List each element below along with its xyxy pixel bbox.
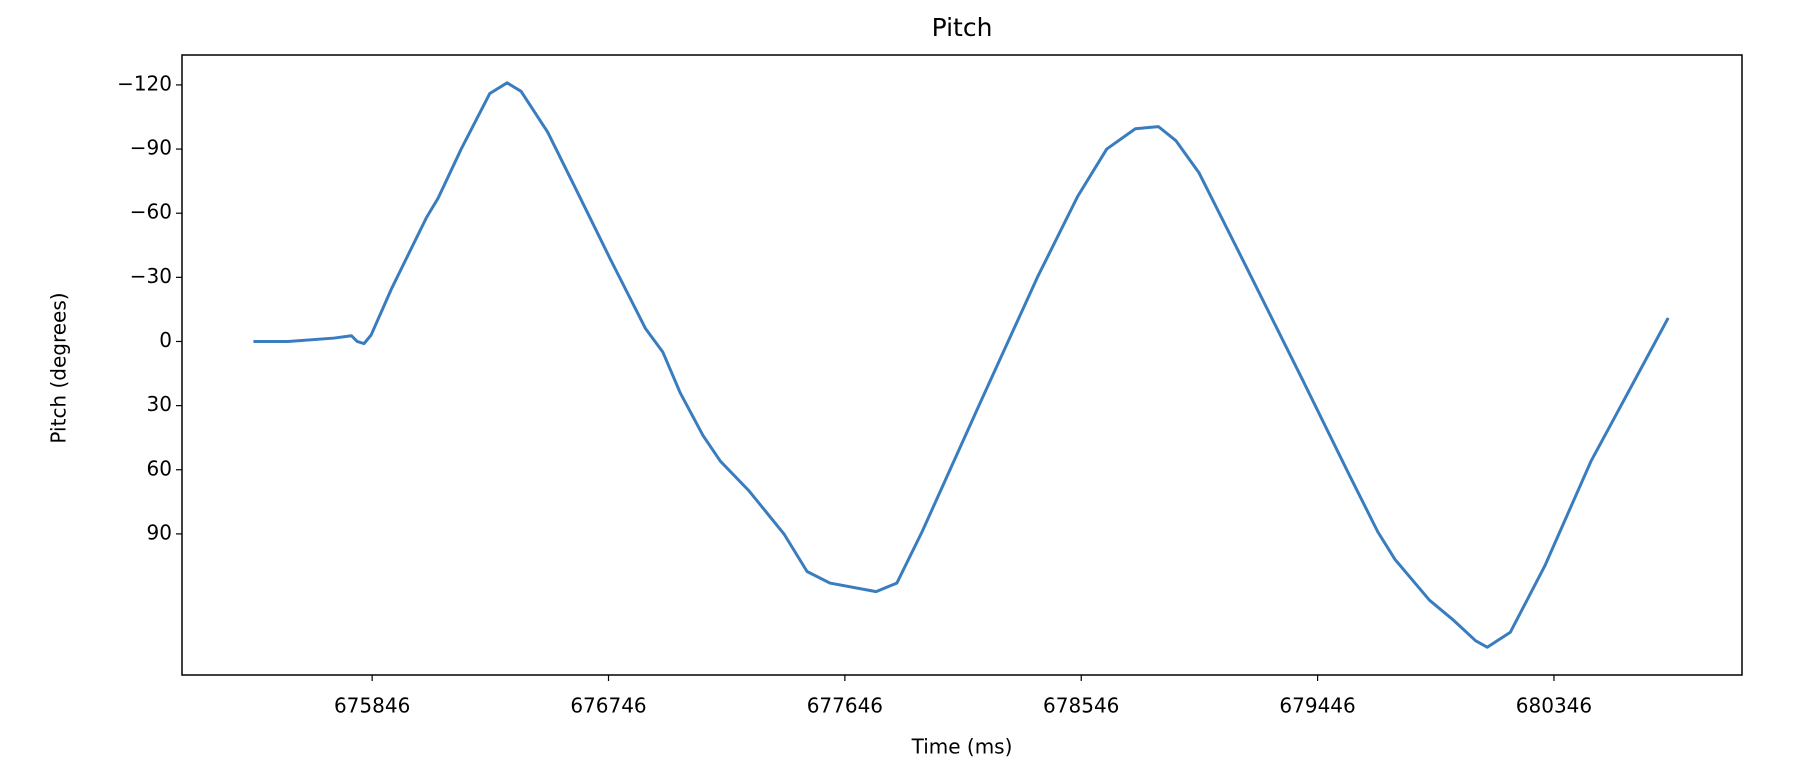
x-tick-label: 677646 bbox=[807, 694, 883, 718]
y-tick-label: 60 bbox=[147, 456, 172, 480]
y-tick-label: −120 bbox=[117, 71, 172, 95]
y-tick-label: −90 bbox=[130, 136, 172, 160]
data-line bbox=[253, 81, 1670, 649]
x-axis-label: Time (ms) bbox=[911, 735, 1013, 759]
x-tick-label: 675846 bbox=[334, 694, 410, 718]
y-tick-label: 0 bbox=[159, 328, 172, 352]
plot-frame bbox=[181, 54, 1743, 676]
y-tick-label: −30 bbox=[130, 264, 172, 288]
chart-title: Pitch bbox=[932, 13, 993, 42]
x-tick-label: 676746 bbox=[570, 694, 646, 718]
x-tick-label: 680346 bbox=[1516, 694, 1592, 718]
x-tick-label: 678546 bbox=[1043, 694, 1119, 718]
y-tick-label: −60 bbox=[130, 200, 172, 224]
y-tick-label: 90 bbox=[147, 520, 172, 544]
y-tick-label: 30 bbox=[147, 392, 172, 416]
y-axis-label: Pitch (degrees) bbox=[47, 292, 71, 443]
x-tick-label: 679446 bbox=[1279, 694, 1355, 718]
